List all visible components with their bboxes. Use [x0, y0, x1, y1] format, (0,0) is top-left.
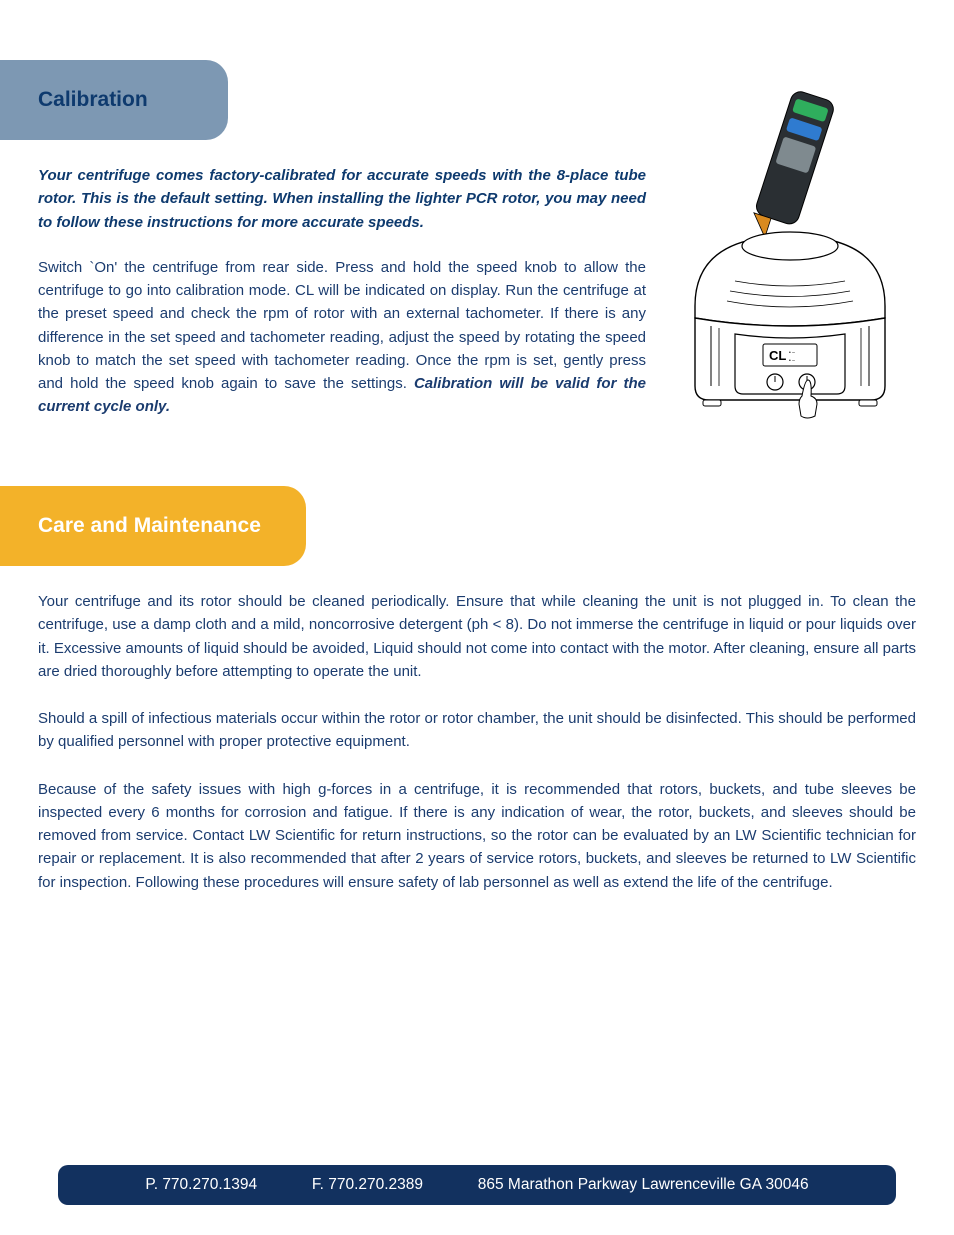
- calibration-section: Your centrifuge comes factory-calibrated…: [38, 164, 916, 426]
- svg-text:• –: • –: [789, 358, 795, 364]
- centrifuge-illustration: CL • – • –: [675, 86, 905, 426]
- svg-text:• –: • –: [789, 350, 795, 356]
- section-header-care: Care and Maintenance: [0, 486, 306, 566]
- calibration-body: Switch `On' the centrifuge from rear sid…: [38, 256, 646, 419]
- display-label: CL: [769, 348, 786, 363]
- calibration-text-column: Your centrifuge comes factory-calibrated…: [38, 164, 646, 426]
- centrifuge-figure: CL • – • –: [664, 86, 916, 426]
- footer-bar: P. 770.270.1394 F. 770.270.2389 865 Mara…: [58, 1165, 896, 1205]
- section-header-calibration: Calibration: [0, 60, 228, 140]
- care-section: Your centrifuge and its rotor should be …: [38, 590, 916, 894]
- care-p2: Should a spill of infectious materials o…: [38, 707, 916, 754]
- care-p3: Because of the safety issues with high g…: [38, 778, 916, 894]
- calibration-body-main: Switch `On' the centrifuge from rear sid…: [38, 259, 646, 392]
- calibration-intro: Your centrifuge comes factory-calibrated…: [38, 164, 646, 234]
- section-title: Calibration: [38, 88, 148, 112]
- section-title: Care and Maintenance: [38, 514, 261, 538]
- footer-phone: P. 770.270.1394: [145, 1176, 257, 1194]
- footer-fax: F. 770.270.2389: [312, 1176, 423, 1194]
- page: Calibration Your centrifuge comes factor…: [0, 0, 954, 1235]
- footer-address: 865 Marathon Parkway Lawrenceville GA 30…: [478, 1176, 809, 1194]
- care-p1: Your centrifuge and its rotor should be …: [38, 590, 916, 683]
